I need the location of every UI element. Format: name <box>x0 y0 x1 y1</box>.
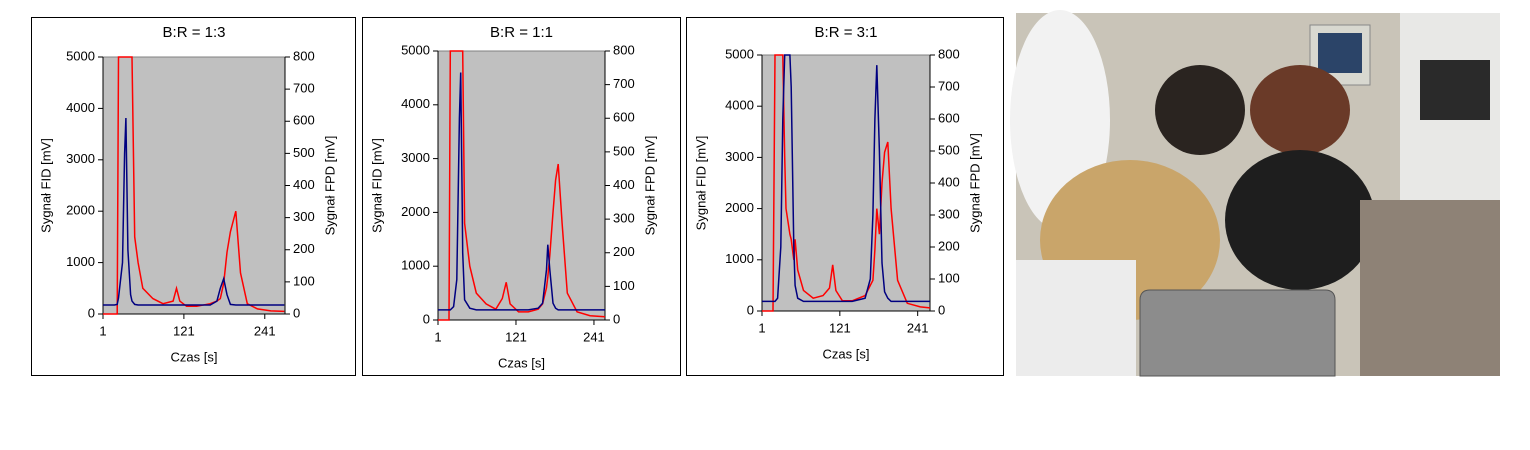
y-axis-label: Sygnał FID [mV] <box>693 136 708 231</box>
y2-tick-label: 0 <box>293 305 300 320</box>
y2-tick-label: 600 <box>938 110 960 125</box>
x-tick-label: 241 <box>583 329 605 344</box>
data-line <box>438 72 605 311</box>
y-tick-label: 4000 <box>66 100 95 115</box>
chart: 0 1000 2000 3000 4000 5000 0 100 200 300 400 500 600… <box>362 17 681 376</box>
y2-tick-label: 100 <box>293 273 315 288</box>
photo-head <box>1250 65 1350 155</box>
y2-tick-label: 500 <box>938 142 960 157</box>
y-tick-label: 5000 <box>66 48 95 63</box>
plot-area <box>102 56 286 315</box>
y-tick-label: 0 <box>423 311 430 326</box>
photo-instrument <box>1139 289 1336 377</box>
y2-tick-label: 500 <box>293 145 315 160</box>
x-tick-label: 241 <box>907 320 929 335</box>
photo-sweater <box>1360 200 1500 376</box>
y-tick-label: 2000 <box>66 203 95 218</box>
y2-tick-label: 300 <box>938 206 960 221</box>
x-tick-label: 1 <box>99 323 106 338</box>
data-line <box>103 117 285 306</box>
y2-tick-label: 500 <box>613 143 635 158</box>
plot-area <box>437 50 606 321</box>
x-tick-label: 121 <box>505 329 527 344</box>
y-tick-label: 5000 <box>725 46 754 61</box>
chart-title: B:R = 1:3 <box>163 24 226 41</box>
y-tick-label: 1000 <box>725 251 754 266</box>
y2-tick-label: 700 <box>613 76 635 91</box>
y2-tick-label: 700 <box>293 81 315 96</box>
chart-title: B:R = 1:1 <box>490 24 553 41</box>
x-axis-label: Czas [s] <box>498 355 545 370</box>
y-tick-label: 2000 <box>725 200 754 215</box>
y2-tick-label: 600 <box>613 110 635 125</box>
photo-head <box>1225 150 1375 290</box>
x-tick-label: 1 <box>758 320 765 335</box>
y-tick-label: 1000 <box>401 258 430 273</box>
y2-axis-label: Sygnał FPD [mV] <box>322 136 337 236</box>
x-axis-label: Czas [s] <box>171 349 218 364</box>
photo-head <box>1155 65 1245 155</box>
x-tick-label: 241 <box>254 323 276 338</box>
chart: 0 1000 2000 3000 4000 5000 0 100 200 300 400 500 600… <box>686 17 1004 376</box>
y2-tick-label: 600 <box>293 113 315 128</box>
y2-tick-label: 300 <box>293 209 315 224</box>
y2-tick-label: 300 <box>613 211 635 226</box>
y2-tick-label: 800 <box>293 48 315 63</box>
y2-tick-label: 400 <box>613 177 635 192</box>
y-tick-label: 0 <box>747 302 754 317</box>
y-tick-label: 3000 <box>725 149 754 164</box>
y-tick-label: 4000 <box>725 98 754 113</box>
y-axis-label: Sygnał FID [mV] <box>369 138 384 233</box>
photo-device <box>1420 60 1490 120</box>
y2-tick-label: 800 <box>938 46 960 61</box>
x-tick-label: 121 <box>829 320 851 335</box>
data-line <box>762 54 930 303</box>
x-tick-label: 1 <box>434 329 441 344</box>
y-tick-label: 0 <box>88 305 95 320</box>
y-tick-label: 5000 <box>401 42 430 57</box>
y2-tick-label: 0 <box>938 302 945 317</box>
y2-tick-label: 800 <box>613 42 635 57</box>
chart: 0 1000 2000 3000 4000 5000 0 100 200 300 400 500 600… <box>31 17 356 376</box>
y-tick-label: 3000 <box>401 150 430 165</box>
chart-title: B:R = 3:1 <box>815 24 878 41</box>
photo-screen <box>1318 33 1362 73</box>
y2-tick-label: 0 <box>613 311 620 326</box>
y2-tick-label: 100 <box>613 278 635 293</box>
y2-tick-label: 400 <box>293 177 315 192</box>
photo-coat <box>1016 260 1136 376</box>
y2-tick-label: 400 <box>938 174 960 189</box>
y-tick-label: 1000 <box>66 254 95 269</box>
y-tick-label: 3000 <box>66 151 95 166</box>
photo <box>1010 10 1500 377</box>
y2-axis-label: Sygnał FPD [mV] <box>642 136 657 236</box>
y2-axis-label: Sygnał FPD [mV] <box>967 133 982 233</box>
y-tick-label: 4000 <box>401 96 430 111</box>
y-axis-label: Sygnał FID [mV] <box>38 138 53 233</box>
data-line <box>103 56 285 315</box>
y2-tick-label: 200 <box>938 238 960 253</box>
y2-tick-label: 100 <box>938 270 960 285</box>
data-line <box>438 50 605 321</box>
data-line <box>762 54 930 312</box>
y2-tick-label: 200 <box>293 241 315 256</box>
x-tick-label: 121 <box>173 323 195 338</box>
y-tick-label: 2000 <box>401 204 430 219</box>
y2-tick-label: 700 <box>938 78 960 93</box>
x-axis-label: Czas [s] <box>823 346 870 361</box>
y2-tick-label: 200 <box>613 244 635 259</box>
plot-area <box>761 54 931 312</box>
